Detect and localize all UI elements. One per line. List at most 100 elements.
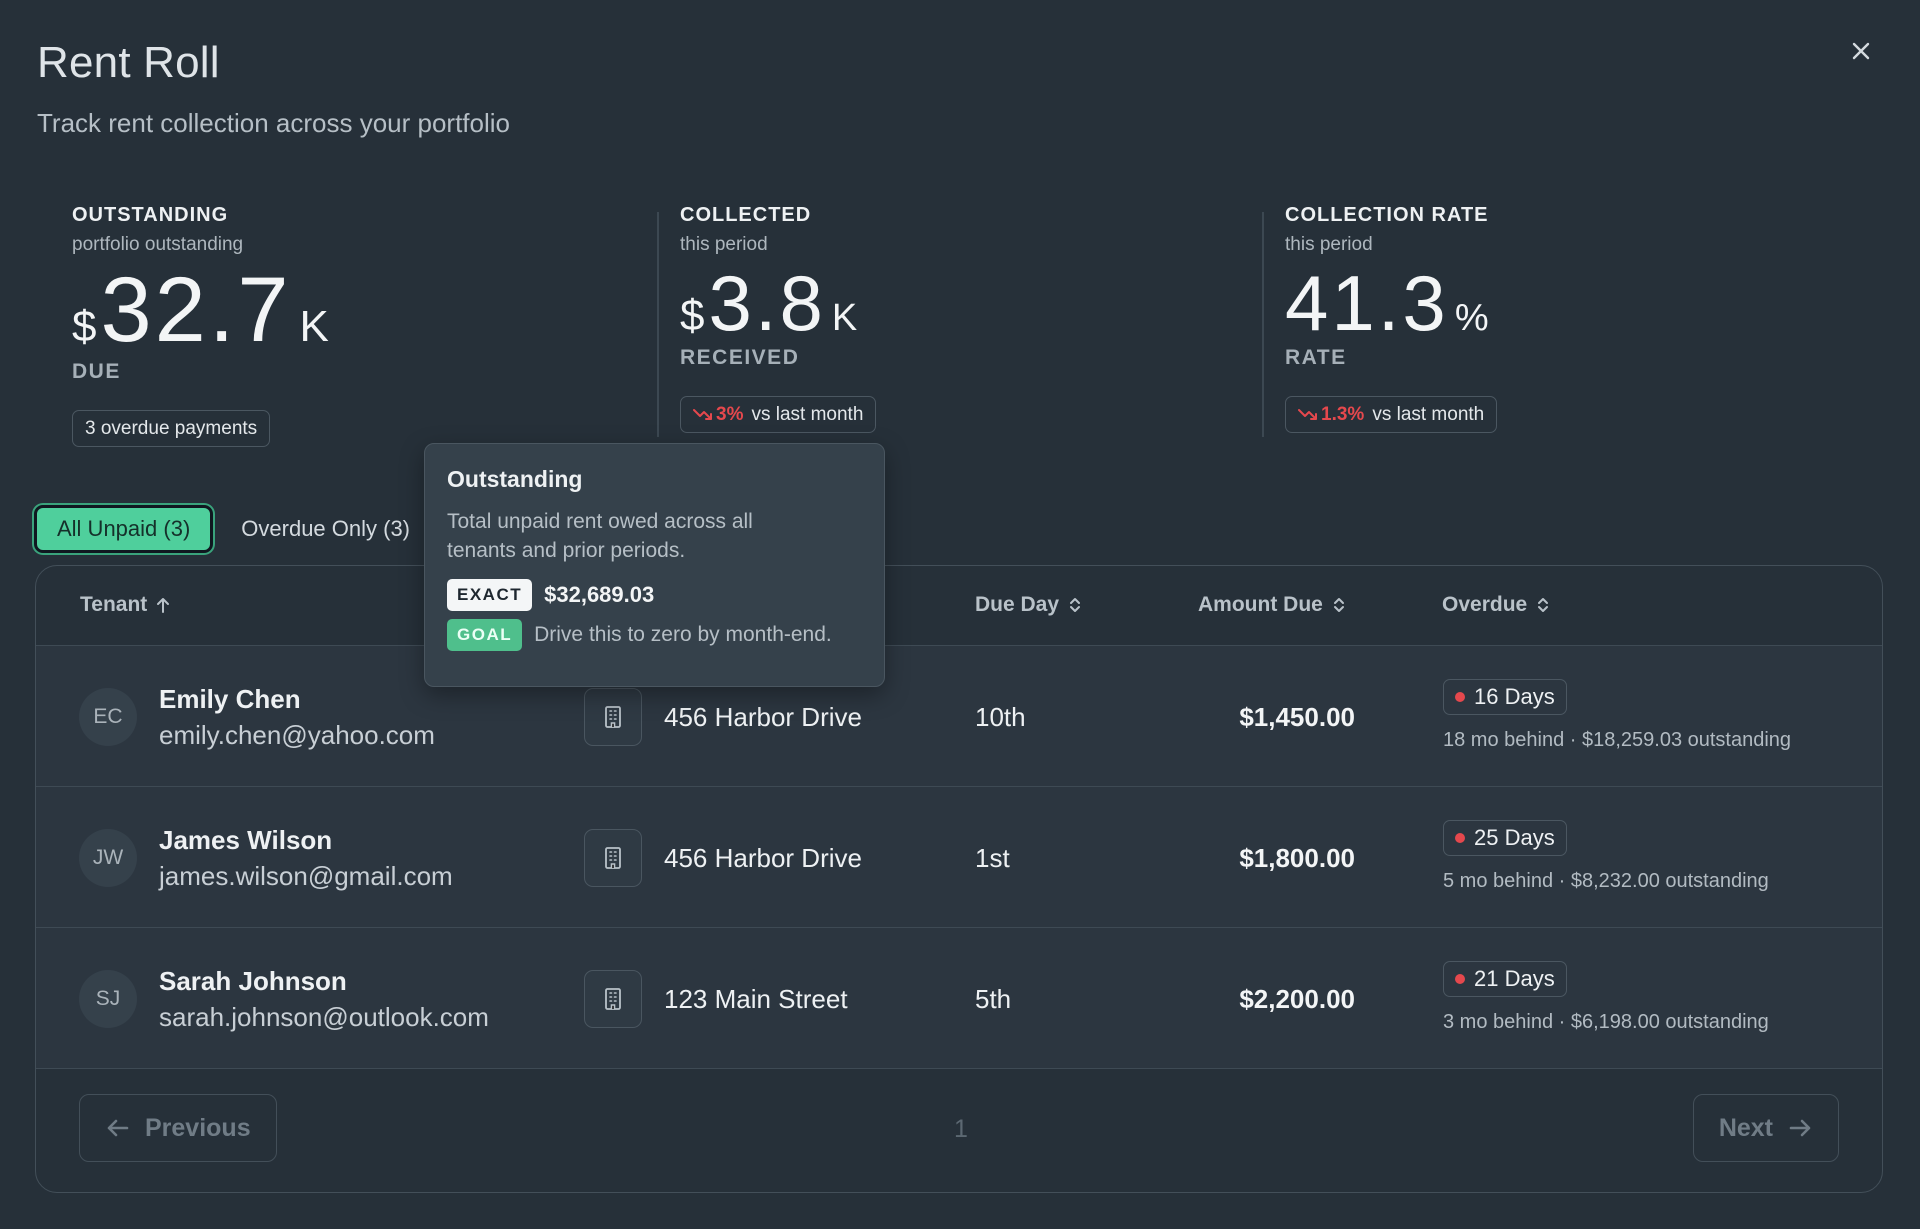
close-button[interactable]: [1844, 34, 1878, 68]
trend-chip: 1.3% vs last month: [1285, 396, 1498, 433]
trend-percent: 3%: [716, 403, 744, 425]
stat-label: COLLECTED: [680, 204, 812, 226]
stat-unit: RECEIVED: [680, 346, 800, 369]
trend-change: 3%: [693, 404, 743, 426]
amount-due: $1,450.00: [1239, 702, 1355, 732]
stat-unit: DUE: [72, 360, 121, 383]
column-label: Due Day: [975, 593, 1060, 616]
behind-summary: 3 mo behind · $6,198.00 outstanding: [1443, 1011, 1769, 1033]
column-header-due-day[interactable]: Due Day: [975, 593, 1083, 617]
property-name: 123 Main Street: [664, 984, 848, 1014]
building-icon: [605, 847, 621, 869]
sort-icon: [1333, 598, 1344, 612]
trend-down-icon: [1298, 408, 1317, 420]
building-icon: [605, 706, 621, 728]
page-number: 1: [954, 1115, 968, 1143]
currency-symbol: $: [72, 302, 97, 351]
status-dot-icon: [1455, 833, 1465, 843]
stat-divider: [1262, 212, 1264, 437]
sort-icon: [1538, 598, 1549, 612]
goal-text: Drive this to zero by month-end.: [534, 623, 832, 646]
tenant-name: James Wilson: [159, 825, 333, 855]
column-header-tenant[interactable]: Tenant: [80, 593, 171, 617]
filter-tabs: All Unpaid (3) Overdue Only (3): [34, 505, 430, 553]
property-icon-box: [584, 829, 642, 887]
trend-down-icon: [693, 408, 712, 420]
due-day: 5th: [975, 984, 1012, 1014]
trend-text: vs last month: [1372, 403, 1485, 425]
sort-icon: [1070, 598, 1081, 612]
tooltip-title: Outstanding: [447, 466, 583, 492]
column-header-overdue[interactable]: Overdue: [1442, 593, 1551, 617]
arrow-right-icon: [1789, 1119, 1811, 1137]
stat-number: 41.3: [1285, 259, 1449, 347]
tenant-email: emily.chen@yahoo.com: [159, 720, 435, 750]
next-button[interactable]: Next: [1692, 1094, 1839, 1162]
stat-suffix: K: [299, 302, 329, 351]
avatar: SJ: [79, 970, 137, 1028]
tooltip-description: Total unpaid rent owed across all tenant…: [447, 510, 753, 562]
table-row[interactable]: EC Emily Chen emily.chen@yahoo.com 456 H…: [36, 646, 1882, 787]
close-icon: [1852, 42, 1870, 60]
column-label: Overdue: [1442, 593, 1528, 616]
overdue-badge: 21 Days: [1443, 961, 1567, 997]
previous-label: Previous: [145, 1113, 251, 1142]
trend-percent: 1.3%: [1321, 403, 1365, 425]
currency-symbol: $: [680, 291, 705, 340]
stat-number: 32.7: [100, 259, 292, 361]
outstanding-tooltip: Outstanding Total unpaid rent owed acros…: [424, 443, 885, 687]
stat-suffix: %: [1454, 297, 1489, 339]
tenant-name: Emily Chen: [159, 684, 301, 714]
sort-ascending-icon: [157, 598, 170, 613]
avatar: EC: [79, 688, 137, 746]
behind-summary: 5 mo behind · $8,232.00 outstanding: [1443, 870, 1769, 892]
stat-sub: this period: [1285, 234, 1373, 255]
trend-chip: 3% vs last month: [680, 396, 877, 433]
stat-divider: [657, 212, 659, 437]
property-icon-box: [584, 970, 642, 1028]
stat-value: $ 3.8 K: [680, 264, 876, 342]
overdue-badge: 25 Days: [1443, 820, 1567, 856]
behind-summary: 18 mo behind · $18,259.03 outstanding: [1443, 729, 1792, 751]
table-row[interactable]: JW James Wilson james.wilson@gmail.com 4…: [36, 787, 1882, 928]
goal-tag: GOAL: [447, 619, 523, 651]
property-icon-box: [584, 688, 642, 746]
overdue-days: 25 Days: [1474, 825, 1555, 850]
tab-overdue-only[interactable]: Overdue Only (3): [241, 516, 411, 541]
trend-text: vs last month: [751, 403, 864, 425]
overdue-badge: 16 Days: [1443, 679, 1567, 715]
overdue-days: 21 Days: [1474, 966, 1555, 991]
amount-due: $1,800.00: [1239, 843, 1355, 873]
stat-suffix: K: [831, 297, 858, 339]
status-dot-icon: [1455, 974, 1465, 984]
column-header-amount-due[interactable]: Amount Due: [1198, 593, 1347, 617]
arrow-left-icon: [107, 1119, 129, 1137]
property-name: 456 Harbor Drive: [664, 843, 862, 873]
stat-sub: portfolio outstanding: [72, 234, 244, 255]
rent-roll-table: Tenant Due Day Amount Due Overdue: [35, 565, 1883, 1193]
stat-collection-rate[interactable]: COLLECTION RATE this period 41.3 % RATE …: [1285, 204, 1498, 433]
tab-all-unpaid[interactable]: All Unpaid (3): [34, 505, 214, 553]
avatar: JW: [79, 829, 137, 887]
building-icon: [605, 988, 621, 1010]
next-label: Next: [1718, 1113, 1773, 1142]
stat-label: COLLECTION RATE: [1285, 204, 1489, 226]
exact-tag: EXACT: [447, 579, 533, 611]
tenant-name: Sarah Johnson: [159, 966, 347, 996]
exact-value: $32,689.03: [544, 582, 655, 607]
previous-button[interactable]: Previous: [79, 1094, 277, 1162]
column-label: Tenant: [80, 593, 148, 616]
status-dot-icon: [1455, 692, 1465, 702]
overdue-payments-chip: 3 overdue payments: [72, 410, 271, 447]
property-name: 456 Harbor Drive: [664, 702, 862, 732]
table-header: Tenant Due Day Amount Due Overdue: [36, 566, 1882, 646]
tooltip-goal-line: GOAL Drive this to zero by month-end.: [447, 619, 862, 651]
column-label: Amount Due: [1198, 593, 1323, 616]
stat-collected[interactable]: COLLECTED this period $ 3.8 K RECEIVED 3…: [680, 204, 877, 433]
stat-label: OUTSTANDING: [72, 204, 229, 226]
stat-outstanding[interactable]: OUTSTANDING portfolio outstanding $ 32.7…: [72, 204, 329, 447]
table-row[interactable]: SJ Sarah Johnson sarah.johnson@outlook.c…: [36, 928, 1882, 1069]
stat-number: 3.8: [708, 259, 826, 347]
stat-unit: RATE: [1285, 346, 1347, 369]
